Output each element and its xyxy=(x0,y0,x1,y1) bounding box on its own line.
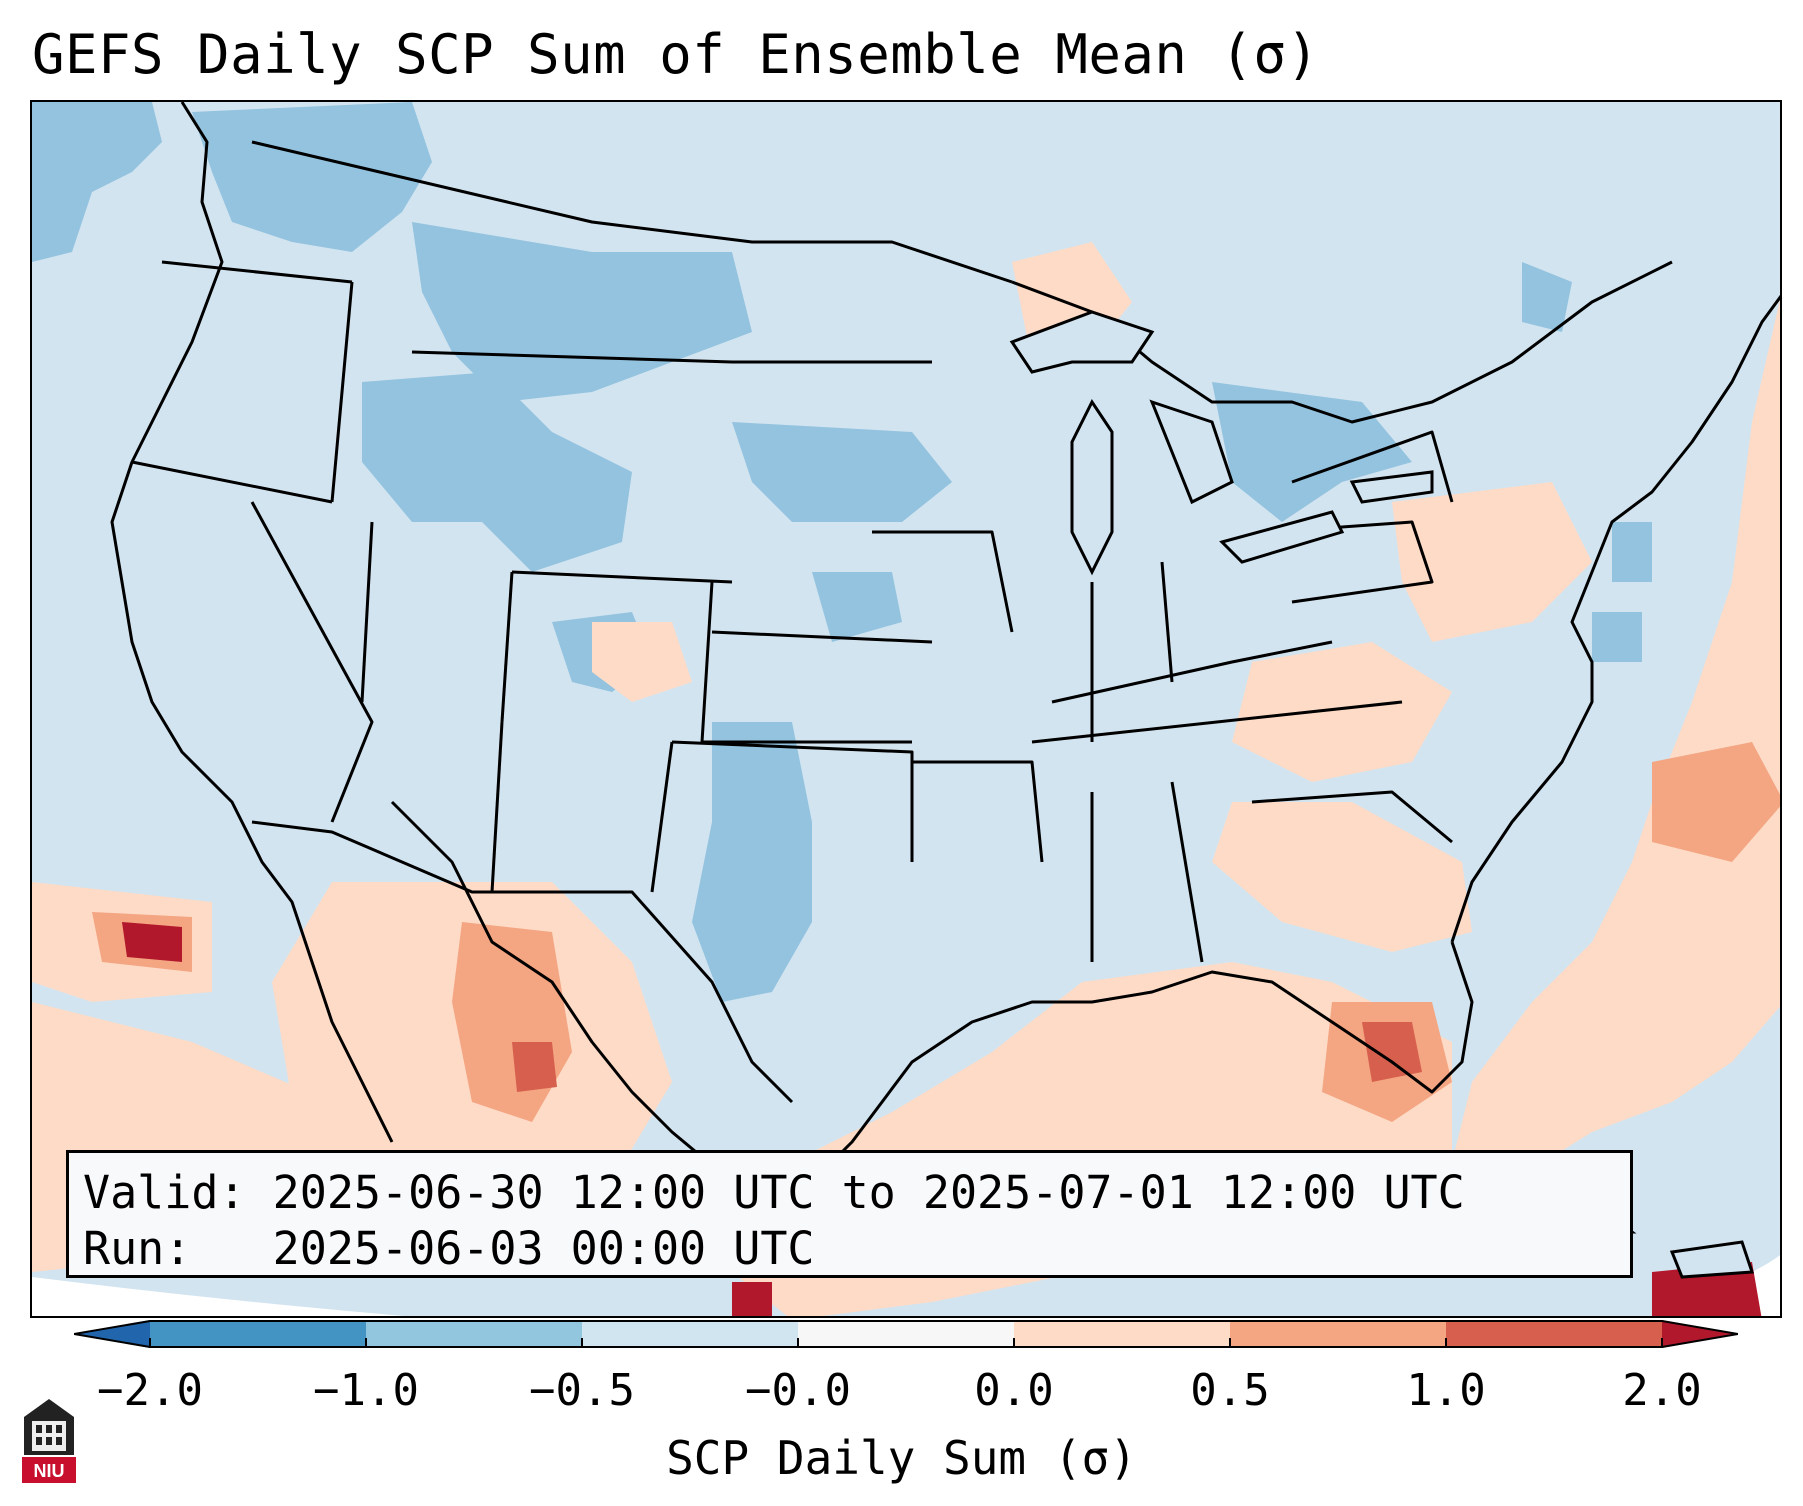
colorbar-tick-label: −2.0 xyxy=(97,1365,203,1416)
colorbar xyxy=(74,1320,1738,1348)
colorbar-extend-low xyxy=(74,1320,150,1348)
lake-erie xyxy=(1219,510,1345,564)
mid-atlantic-warm-patch xyxy=(1392,482,1592,642)
state-line-nc-sc xyxy=(1251,790,1453,844)
colorbar-tick-label: 1.0 xyxy=(1406,1365,1486,1416)
colorbar-tick-label: −1.0 xyxy=(313,1365,419,1416)
colorbar-segment xyxy=(1446,1320,1663,1348)
state-line-nv-ut xyxy=(360,521,374,703)
lake-superior xyxy=(1009,310,1155,374)
map-canvas xyxy=(32,102,1780,1316)
colorado-warm-strip xyxy=(592,622,692,702)
colorbar-segment xyxy=(366,1320,583,1348)
state-line-al-ga xyxy=(1170,781,1204,963)
colorbar-title: SCP Daily Sum (σ) xyxy=(666,1431,1137,1485)
state-line-wy-co xyxy=(511,570,733,584)
state-line-ny xyxy=(1291,430,1454,503)
ohio-valley-warm-patch xyxy=(1232,642,1452,782)
gulf-coastline xyxy=(390,800,1474,1204)
boundary-lines xyxy=(110,102,1780,1204)
map-panel xyxy=(30,100,1782,1318)
pacific-coastline xyxy=(110,102,394,1143)
gulf-hot-spot xyxy=(1362,1022,1422,1082)
state-line-or-ca xyxy=(131,460,333,504)
state-line-ia-mo xyxy=(872,530,1014,633)
hispaniola-outline xyxy=(1669,1240,1755,1279)
colorbar-tick-labels: −2.0 −1.0 −0.5 −0.0 0.0 0.5 1.0 2.0 xyxy=(0,1364,1803,1424)
lake-ontario xyxy=(1349,470,1434,504)
state-line-tn xyxy=(1031,700,1403,744)
validity-info-box: Valid: 2025-06-30 12:00 UTC to 2025-07-0… xyxy=(66,1150,1633,1278)
colorbar-tick-label: 2.0 xyxy=(1622,1365,1702,1416)
lake-huron xyxy=(1149,399,1234,505)
colorbar-segment xyxy=(798,1320,1015,1348)
great-lakes xyxy=(1009,310,1434,576)
mexico-hot-spot xyxy=(512,1042,557,1092)
colorbar-tick-label: −0.5 xyxy=(529,1365,635,1416)
state-line-ut-co xyxy=(500,571,514,723)
colorbar-segment xyxy=(1014,1320,1231,1348)
atlantic-coastline xyxy=(1450,294,1780,943)
colorbar-segment xyxy=(1230,1320,1447,1348)
state-line-ca-nv xyxy=(250,501,374,823)
valid-value: 2025-06-30 12:00 UTC to 2025-07-01 12:00… xyxy=(272,1166,1465,1219)
negative-anomaly-patches xyxy=(32,102,1652,1002)
state-line-az-nm xyxy=(490,721,504,893)
us-canada-border xyxy=(251,140,1013,284)
us-mexico-border xyxy=(251,820,794,1104)
yucatan-hot-strip xyxy=(732,1282,772,1316)
atlantic-warm-core xyxy=(1652,742,1780,862)
lake-michigan xyxy=(1070,399,1114,576)
state-line-nm-tx xyxy=(650,741,674,893)
university-seal-icon: NIU xyxy=(22,1399,76,1483)
state-line-ky xyxy=(1051,640,1333,704)
logo-text: NIU xyxy=(34,1461,65,1481)
state-line-pa xyxy=(1271,520,1434,604)
atlantic-warm-band xyxy=(1452,299,1780,1182)
run-row: Run: 2025-06-03 00:00 UTC xyxy=(83,1221,1616,1277)
projection-edge-bottom-left xyxy=(32,1277,405,1316)
atlantic-blue-patch-1 xyxy=(1612,522,1652,582)
montana-blue-patch xyxy=(412,222,752,402)
southeast-warm-patch xyxy=(1212,802,1472,952)
texas-blue-patch xyxy=(692,722,812,1002)
state-line-mo-ar xyxy=(912,760,1044,863)
atlantic-blue-patch-2 xyxy=(1592,612,1642,662)
colorbar-tick-label: 0.5 xyxy=(1190,1365,1270,1416)
colorbar-segment xyxy=(582,1320,799,1348)
valid-row: Valid: 2025-06-30 12:00 UTC to 2025-07-0… xyxy=(83,1165,1616,1221)
valid-label: Valid: xyxy=(83,1166,246,1219)
state-line-in-oh xyxy=(1160,561,1174,683)
caribbean-hot-strip xyxy=(1652,1262,1762,1316)
state-line-ok-tx xyxy=(671,740,914,862)
state-line-mt-wy xyxy=(411,350,733,364)
state-line-wa-or xyxy=(161,260,353,284)
run-label: Run: xyxy=(83,1222,192,1275)
colorbar-segment xyxy=(150,1320,367,1348)
pacific-hot-spot xyxy=(122,922,182,962)
chart-title: GEFS Daily SCP Sum of Ensemble Mean (σ) xyxy=(32,23,1320,86)
colorbar-extend-high xyxy=(1662,1320,1738,1348)
colorbar-tick-label: −0.0 xyxy=(745,1365,851,1416)
run-value: 2025-06-03 00:00 UTC xyxy=(272,1222,815,1275)
colorbar-tick-label: 0.0 xyxy=(974,1365,1054,1416)
pacific-nw-blue-patch xyxy=(32,102,162,262)
state-line-co-ks xyxy=(700,581,714,743)
kansas-blue-patch xyxy=(812,572,902,642)
nebraska-blue-patch xyxy=(732,422,952,522)
washington-blue-patch xyxy=(192,102,432,252)
new-england-blue-patch xyxy=(1522,262,1572,332)
idaho-wyoming-blue-patch xyxy=(362,372,632,572)
state-line-ne-ks xyxy=(711,630,933,644)
state-line-id xyxy=(330,281,354,503)
michigan-blue-patch xyxy=(1212,382,1412,522)
